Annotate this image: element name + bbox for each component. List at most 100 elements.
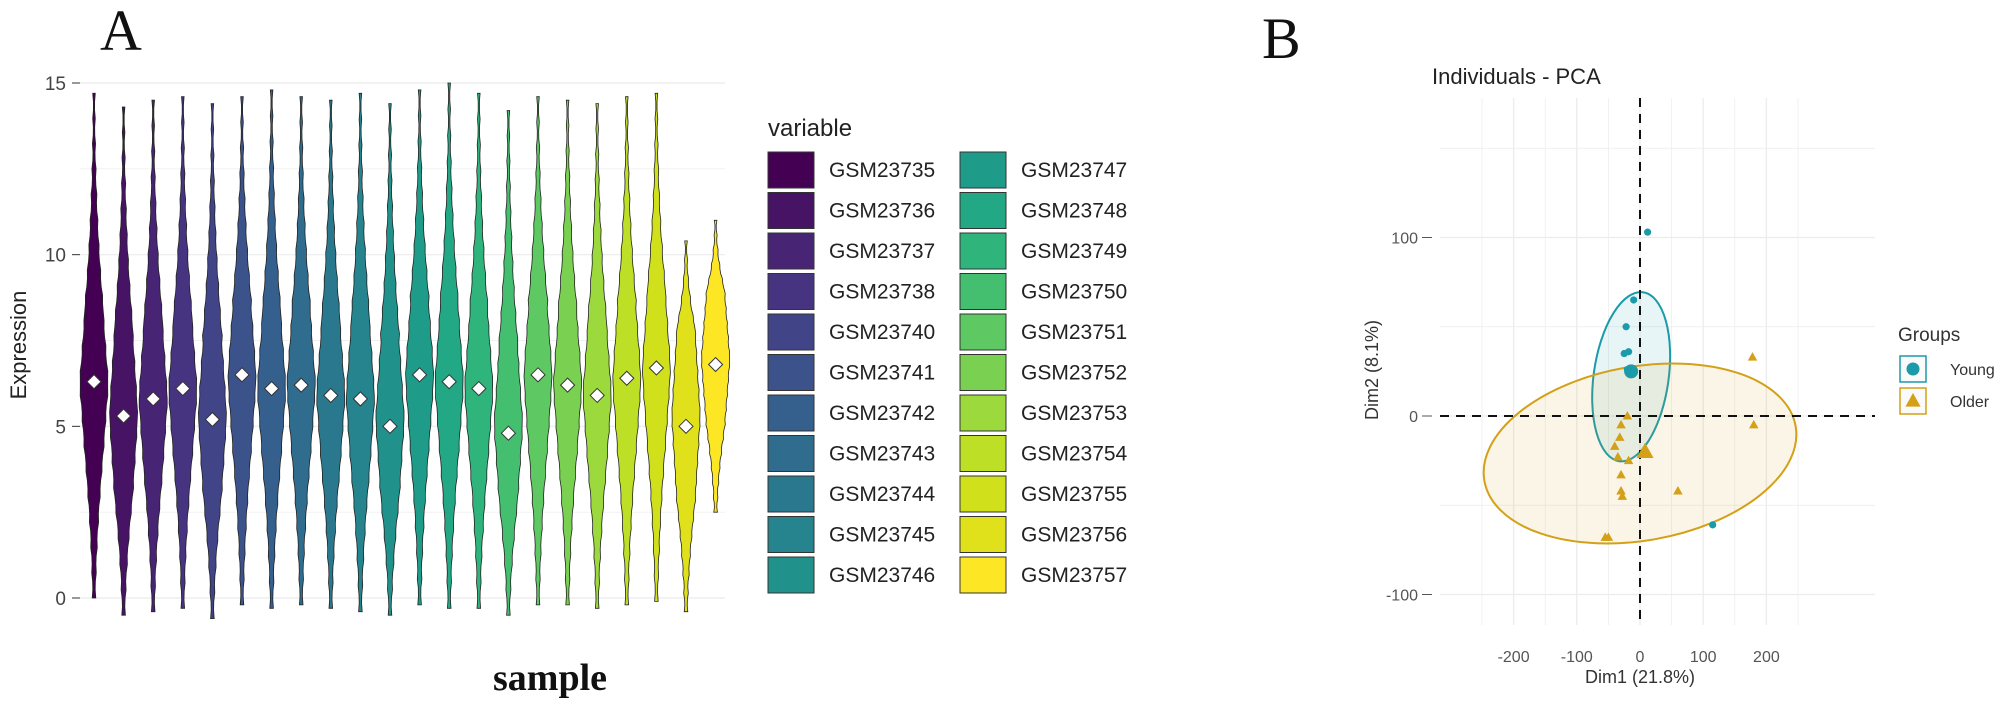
legend-swatch (767, 435, 815, 472)
pca-title: Individuals - PCA (1432, 64, 1601, 89)
violin-GSM23757 (701, 219, 731, 513)
legend-item-GSM23754: GSM23754 (959, 435, 1128, 472)
violin-median (559, 377, 576, 393)
violin-median (175, 380, 191, 397)
panel-a-label: A (100, 0, 142, 63)
violin-GSM23745 (345, 92, 375, 613)
violin-median (352, 391, 369, 407)
pca-legend-key (1899, 387, 1927, 415)
legend-label: GSM23749 (1021, 240, 1127, 263)
legend-label: GSM23752 (1021, 362, 1127, 385)
pca-legend-triangle (1905, 393, 1921, 407)
y-tick-label: 10 (45, 246, 66, 267)
violin-legend: GSM23735 GSM23736 GSM23737 GSM23738 GSM23740… (767, 151, 1128, 594)
centroid-young (1624, 364, 1639, 379)
legend-swatch (767, 516, 815, 553)
legend-label: GSM23737 (829, 240, 935, 263)
legend-label: GSM23744 (829, 483, 936, 506)
legend-item-GSM23741: GSM23741 (767, 354, 935, 391)
violin-GSM23736 (109, 106, 139, 616)
point-older (1673, 485, 1683, 495)
x-tick-label: 0 (1636, 649, 1645, 666)
pca-legend-item-older: Older (1899, 387, 1990, 415)
legend-item-GSM23735: GSM23735 (767, 151, 935, 189)
point-older (1616, 485, 1626, 495)
violin-median (234, 367, 250, 383)
violin-GSM23737 (138, 99, 168, 613)
legend-swatch (959, 556, 1007, 594)
legend-item-GSM23752: GSM23752 (959, 354, 1127, 391)
y-tick-label: -100 (1386, 588, 1418, 605)
violin-body (168, 96, 198, 609)
legend-swatch (767, 313, 815, 351)
legend-label: GSM23754 (1021, 443, 1128, 466)
violin-median (411, 367, 428, 383)
violin-marks (79, 82, 731, 619)
violin-body (286, 96, 316, 606)
legend-label: GSM23736 (829, 200, 935, 223)
legend-item-GSM23738: GSM23738 (767, 273, 935, 310)
legend-label: GSM23756 (1021, 524, 1127, 547)
violin-median (204, 411, 221, 428)
pca-legend-label: Young (1950, 362, 1995, 379)
legend-swatch (767, 475, 815, 513)
point-older (1747, 352, 1758, 361)
point-young (1643, 228, 1652, 236)
pca-legend-key (1899, 355, 1927, 383)
legend-item-GSM23755: GSM23755 (959, 475, 1127, 513)
pca-ticks: -200 -100 0 100 200 -100 0 100 (1386, 231, 1780, 667)
violin-median (678, 418, 694, 435)
violin-body (405, 89, 435, 606)
legend-item-GSM23753: GSM23753 (959, 394, 1127, 432)
panel-a: A 0 5 10 15 Expression sample variable GSM2… (6, 0, 1128, 699)
legend-label: GSM23740 (829, 321, 935, 344)
pca-legend-item-young: Young (1899, 355, 1995, 383)
legend-label: GSM23751 (1021, 321, 1127, 344)
legend-swatch (959, 192, 1007, 229)
violin-GSM23752 (553, 99, 583, 606)
violin-GSM23755 (641, 92, 671, 602)
point-young (1620, 349, 1628, 358)
y-tick-label: 15 (45, 74, 66, 95)
point-young (1709, 521, 1717, 529)
legend-swatch (959, 354, 1007, 391)
y-tick-label: 0 (1409, 409, 1418, 426)
legend-label: GSM23750 (1021, 281, 1127, 304)
point-young (1630, 296, 1638, 304)
violin-median (145, 391, 161, 407)
violin-GSM23735 (79, 92, 109, 599)
legend-label: GSM23747 (1021, 159, 1127, 182)
violin-GSM23754 (612, 96, 642, 606)
legend-swatch (959, 435, 1007, 472)
pca-y-axis-title: Dim2 (8.1%) (1362, 320, 1382, 420)
violin-median (589, 387, 605, 404)
violin-median (530, 367, 546, 383)
legend-item-GSM23748: GSM23748 (959, 192, 1127, 229)
violin-median (323, 387, 339, 404)
violin-GSM23740 (197, 103, 227, 619)
violin-GSM23748 (434, 82, 464, 609)
violin-body (79, 92, 109, 599)
violin-GSM23751 (523, 96, 553, 606)
x-tick-label: 100 (1690, 649, 1717, 666)
point-older (1622, 411, 1633, 420)
legend-item-GSM23750: GSM23750 (959, 273, 1127, 310)
violin-median (382, 418, 398, 435)
point-older (1609, 441, 1620, 450)
legend-item-GSM23757: GSM23757 (959, 556, 1127, 594)
legend-swatch (959, 151, 1007, 189)
legend-label: GSM23741 (829, 362, 935, 385)
legend-label: GSM23738 (829, 281, 935, 304)
legend-swatch (767, 556, 815, 594)
point-older (1616, 469, 1626, 479)
legend-swatch (959, 394, 1007, 432)
legend-swatch (767, 394, 815, 432)
violin-GSM23747 (405, 89, 435, 606)
violin-GSM23753 (582, 103, 612, 609)
violin-body (494, 110, 523, 616)
legend-item-GSM23751: GSM23751 (959, 313, 1127, 351)
violin-GSM23749 (464, 92, 493, 609)
legend-label: GSM23753 (1021, 402, 1127, 425)
legend-item-GSM23749: GSM23749 (959, 232, 1127, 270)
